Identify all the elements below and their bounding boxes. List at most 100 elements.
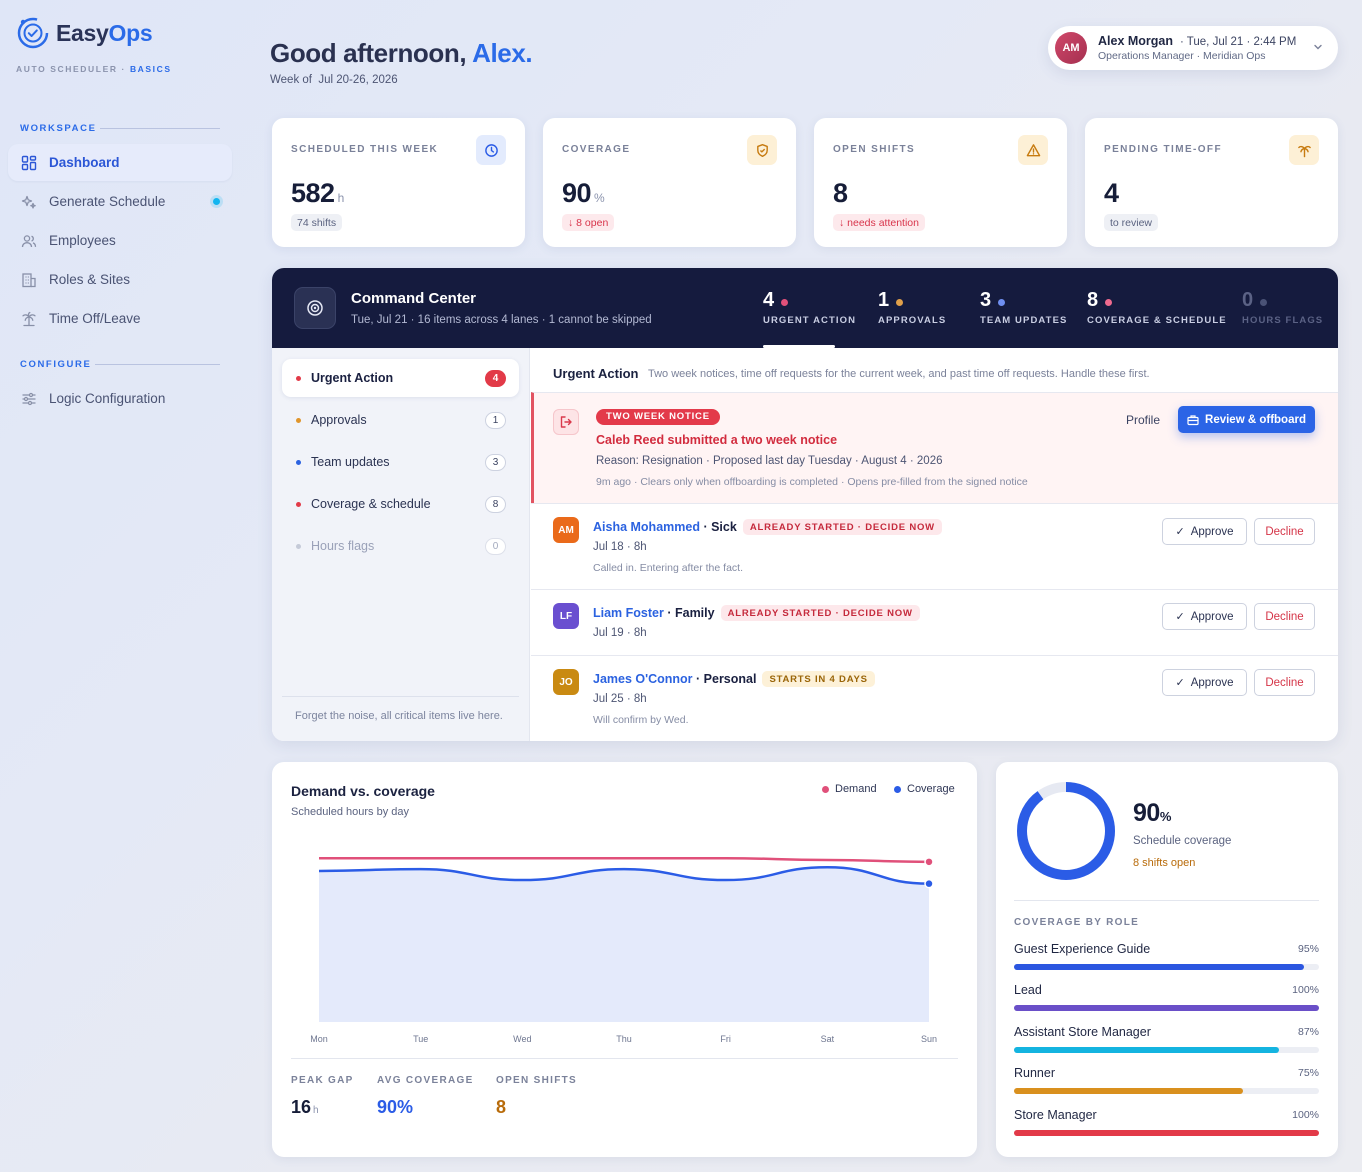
lane-tab-approvals[interactable]: 1 APPROVALS <box>878 289 947 326</box>
notice-detail: Reason: Resignation · Proposed last day … <box>596 455 943 467</box>
lane-nav-coverage-schedule[interactable]: Coverage & schedule 8 <box>282 485 519 523</box>
decline-button[interactable]: Decline <box>1254 603 1315 630</box>
stat-title: PENDING TIME-OFF <box>1104 144 1222 155</box>
sidebar-item-employees[interactable]: Employees <box>8 222 232 259</box>
chart-title: Demand vs. coverage <box>291 783 435 799</box>
metric-open-shifts: OPEN SHIFTS 8 <box>496 1075 577 1117</box>
approve-button[interactable]: ✓ Approve <box>1162 669 1247 696</box>
sidebar-item-logic-configuration[interactable]: Logic Configuration <box>8 380 232 417</box>
role-coverage-row: Store Manager 100% <box>1014 1108 1319 1136</box>
employee-name[interactable]: James O'Connor <box>593 672 693 686</box>
employee-name[interactable]: Liam Foster <box>593 606 664 620</box>
role-percent: 100% <box>1292 984 1319 996</box>
stat-card-coverage[interactable]: COVERAGE 90% ↓ 8 open <box>543 118 796 247</box>
stat-value: 4 <box>1104 178 1119 208</box>
role-name: Lead <box>1014 983 1042 997</box>
status-badge: STARTS IN 4 DAYS <box>762 671 875 687</box>
progress-fill <box>1014 1088 1243 1094</box>
check-icon: ✓ <box>1175 526 1185 538</box>
sidebar-item-label: Roles & Sites <box>49 272 131 287</box>
sidebar-item-dashboard[interactable]: Dashboard <box>8 144 232 181</box>
clock-icon <box>476 135 506 165</box>
list-item-two-week-notice[interactable]: TWO WEEK NOTICE Caleb Reed submitted a t… <box>531 392 1338 503</box>
brand[interactable]: EasyOps <box>16 16 153 50</box>
stat-card-scheduled[interactable]: SCHEDULED THIS WEEK 582 h 74 shifts <box>272 118 525 247</box>
avatar: AM <box>1055 32 1087 64</box>
users-icon <box>20 232 37 249</box>
role-coverage-row: Guest Experience Guide 95% <box>1014 942 1319 970</box>
request-type: · Sick <box>703 520 737 534</box>
role-name: Runner <box>1014 1066 1055 1080</box>
request-date: Jul 18 · 8h <box>593 541 647 553</box>
sidebar-item-label: Time Off/Leave <box>49 311 141 326</box>
avatar: AM <box>553 517 579 543</box>
sidebar-item-label: Logic Configuration <box>49 391 166 406</box>
command-center: Command Center Tue, Jul 21 · 16 items ac… <box>272 268 1338 741</box>
user-datetime: · Tue, Jul 21 · 2:44 PM <box>1179 36 1297 48</box>
stat-badge: ↓ 8 open <box>562 214 615 231</box>
user-name: Alex Morgan <box>1098 34 1174 48</box>
lane-tab-hours-flags[interactable]: 0 HOURS FLAGS <box>1242 289 1324 326</box>
lane-tab-team-updates[interactable]: 3 TEAM UPDATES <box>980 289 1068 326</box>
role-coverage-row: Assistant Store Manager 87% <box>1014 1025 1319 1053</box>
progress-fill <box>1014 964 1304 970</box>
user-role: Operations Manager · Meridian Ops <box>1098 50 1266 62</box>
stat-value: 8 <box>833 178 848 208</box>
decline-button[interactable]: Decline <box>1254 669 1315 696</box>
divider <box>1014 900 1319 901</box>
sidebar-item-generate-schedule[interactable]: Generate Schedule <box>8 183 232 220</box>
stat-card-pending-time-off[interactable]: PENDING TIME-OFF 4 to review <box>1085 118 1338 247</box>
data-point-coverage[interactable] <box>924 878 934 889</box>
data-point-demand[interactable] <box>924 857 934 867</box>
stat-badge: ↓ needs attention <box>833 214 925 231</box>
role-name: Store Manager <box>1014 1108 1097 1122</box>
decline-button[interactable]: Decline <box>1254 518 1315 545</box>
user-menu[interactable]: AM Alex Morgan · Tue, Jul 21 · 2:44 PM O… <box>1048 26 1338 70</box>
lane-nav-urgent-action[interactable]: Urgent Action 4 <box>282 359 519 397</box>
review-offboard-button[interactable]: Review & offboard <box>1178 406 1315 433</box>
status-badge: ALREADY STARTED · DECIDE NOW <box>742 519 942 535</box>
sidebar-item-label: Generate Schedule <box>49 194 166 209</box>
chevron-down-icon <box>1314 44 1322 50</box>
sidebar-item-label: Dashboard <box>49 155 120 170</box>
metric-avg-coverage: AVG COVERAGE 90% <box>377 1075 474 1117</box>
series-line-coverage <box>318 866 930 885</box>
count-badge: 1 <box>485 411 506 429</box>
sparkle-icon <box>20 193 37 210</box>
coverage-ring-arc <box>1017 782 1115 880</box>
stat-badge: 74 shifts <box>291 214 343 231</box>
approve-button[interactable]: ✓ Approve <box>1162 518 1247 545</box>
grid-icon <box>20 154 37 171</box>
profile-link[interactable]: Profile <box>1126 413 1161 427</box>
notification-dot <box>213 198 220 205</box>
x-tick-label: Wed <box>513 1034 531 1044</box>
lane-nav: Urgent Action 4 Approvals 1 Team updates… <box>272 348 530 741</box>
section-title: Urgent Action <box>553 366 639 381</box>
sidebar-item-time-off[interactable]: Time Off/Leave <box>8 300 232 337</box>
count-badge: 3 <box>485 453 506 471</box>
progress-track <box>1014 1005 1319 1011</box>
lane-tab-urgent-action[interactable]: 4 URGENT ACTION <box>763 289 857 326</box>
command-center-subtitle: Tue, Jul 21 · 16 items across 4 lanes · … <box>351 314 652 326</box>
stat-card-open-shifts[interactable]: OPEN SHIFTS 8 ↓ needs attention <box>814 118 1067 247</box>
list-item-time-off-request[interactable]: LF Liam Foster · Family ALREADY STARTED … <box>531 589 1338 655</box>
lane-tab-coverage-schedule[interactable]: 8 COVERAGE & SCHEDULE <box>1087 289 1227 326</box>
x-tick-label: Fri <box>720 1034 731 1044</box>
lane-nav-team-updates[interactable]: Team updates 3 <box>282 443 519 481</box>
approve-button[interactable]: ✓ Approve <box>1162 603 1247 630</box>
progress-fill <box>1014 1130 1319 1136</box>
role-percent: 75% <box>1297 1067 1319 1079</box>
progress-track <box>1014 1047 1319 1053</box>
employee-name[interactable]: Aisha Mohammed <box>593 520 700 534</box>
list-item-time-off-request[interactable]: JO James O'Connor · Personal STARTS IN 4… <box>531 655 1338 741</box>
lane-nav-hours-flags[interactable]: Hours flags 0 <box>282 527 519 565</box>
sidebar-item-roles-sites[interactable]: Roles & Sites <box>8 261 232 298</box>
list-item-time-off-request[interactable]: AM Aisha Mohammed · Sick ALREADY STARTED… <box>531 503 1338 589</box>
warning-icon <box>1018 135 1048 165</box>
line-chart: Mon Tue Wed Thu Fri Sat Sun <box>310 856 937 1044</box>
lane-nav-approvals[interactable]: Approvals 1 <box>282 401 519 439</box>
series-line-demand <box>319 856 930 864</box>
building-icon <box>20 271 37 288</box>
metric-peak-gap: PEAK GAP 16 h <box>291 1075 354 1117</box>
role-name: Guest Experience Guide <box>1014 942 1151 956</box>
